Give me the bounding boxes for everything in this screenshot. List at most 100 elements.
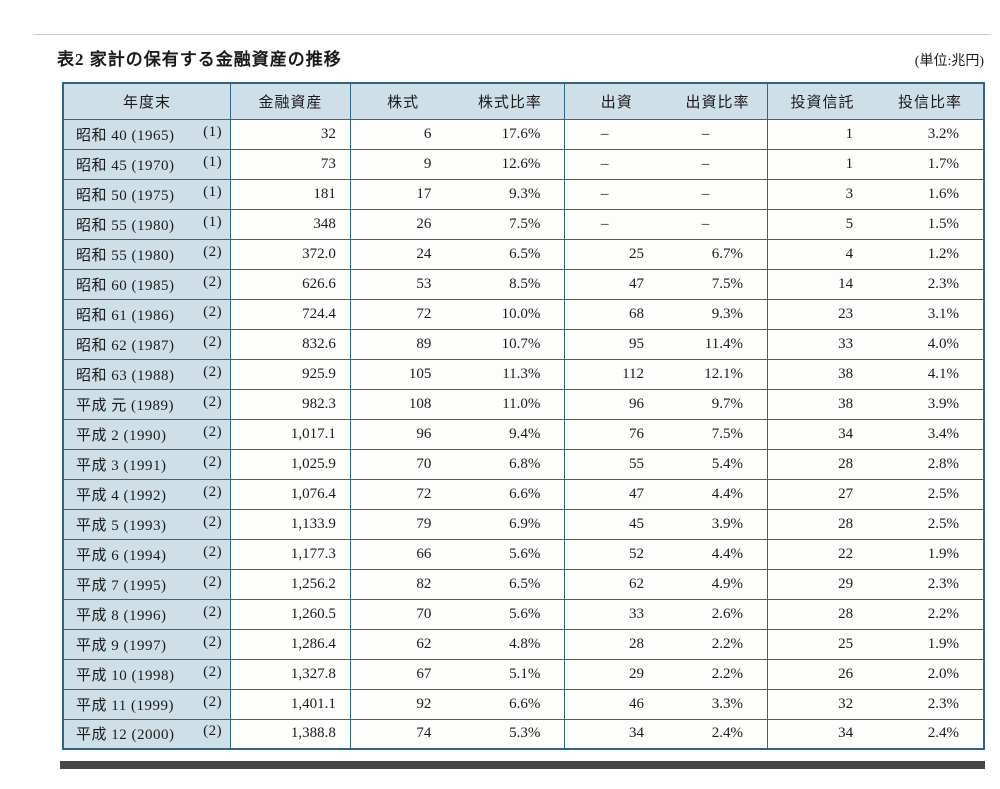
investment-trusts-cell: 14 [767, 268, 878, 299]
stocks-cell: 9 [350, 148, 456, 179]
year-label: 平成 2 (1990) [76, 427, 167, 444]
table-row: 平成 2 (1990) (2) 1,017.1 96 9.4% 76 7.5% 34 3.4% [63, 418, 984, 449]
equity-cell: – [564, 119, 669, 149]
equity-ratio-cell: – [668, 148, 769, 179]
year-cell: 昭和 50 (1975) (1) [63, 178, 232, 209]
year-cell: 昭和 55 (1980) (1) [63, 208, 232, 239]
equity-ratio-cell: 7.5% [668, 268, 769, 299]
financial-assets-cell: 724.4 [230, 298, 351, 329]
stocks-cell: 105 [350, 358, 456, 389]
financial-assets-cell: 1,286.4 [230, 628, 351, 659]
stocks-cell: 24 [350, 238, 456, 269]
year-cell: 昭和 61 (1986) (2) [63, 298, 232, 329]
equity-cell: – [564, 208, 669, 239]
equity-ratio-cell: 4.4% [668, 538, 769, 569]
table-body: 昭和 40 (1965) (1) 32 6 17.6% – –1 3.2% 昭和 45 (197… [63, 119, 984, 749]
series-note: (2) [203, 363, 223, 380]
year-label: 昭和 40 (1965) [76, 127, 175, 144]
table-title: 表2 家計の保有する金融資産の推移 [57, 50, 342, 69]
stocks-cell: 70 [350, 598, 456, 629]
trust-ratio-cell: 2.3% [877, 688, 984, 719]
table-row: 平成 7 (1995) (2) 1,256.2 82 6.5% 62 4.9% 29 2.3% [63, 568, 984, 599]
trust-ratio-cell: 3.9% [877, 388, 984, 419]
stock-ratio-cell: 11.3% [455, 358, 566, 389]
financial-assets-cell: 1,025.9 [230, 448, 351, 479]
financial-assets-cell: 982.3 [230, 388, 351, 419]
equity-cell: – [564, 148, 669, 179]
investment-trusts-cell: 23 [767, 298, 878, 329]
series-note: (2) [203, 573, 223, 590]
year-label: 昭和 61 (1986) [76, 307, 175, 324]
trust-ratio-cell: 2.2% [877, 598, 984, 629]
stock-ratio-cell: 17.6% [455, 119, 566, 149]
stocks-cell: 72 [350, 298, 456, 329]
stock-ratio-cell: 12.6% [455, 148, 566, 179]
series-note: (2) [203, 483, 223, 500]
investment-trusts-cell: 3 [767, 178, 878, 209]
financial-assets-cell: 1,260.5 [230, 598, 351, 629]
trust-ratio-cell: 4.1% [877, 358, 984, 389]
year-label: 平成 12 (2000) [76, 727, 175, 744]
investment-trusts-cell: 38 [767, 358, 878, 389]
table-row: 昭和 55 (1980) (1) 348 26 7.5% – –5 1.5% [63, 208, 984, 239]
year-cell: 昭和 45 (1970) (1) [63, 148, 232, 179]
stocks-cell: 89 [350, 328, 456, 359]
trust-ratio-cell: 3.4% [877, 418, 984, 449]
header-row: 年度末 金融資産 株式 株式比率 出資 出資比率 投資信託 投信比率 [63, 83, 984, 120]
col-header-financial-assets: 金融資産 [230, 83, 351, 120]
equity-ratio-cell: 2.6% [668, 598, 769, 629]
equity-cell: 52 [564, 538, 669, 569]
year-cell: 昭和 60 (1985) (2) [63, 268, 232, 299]
equity-cell: 62 [564, 568, 669, 599]
trust-ratio-cell: 1.9% [877, 538, 984, 569]
stock-ratio-cell: 5.6% [455, 598, 566, 629]
financial-assets-cell: 348 [230, 208, 351, 239]
year-cell: 昭和 40 (1965) (1) [63, 119, 232, 149]
equity-ratio-cell: – [668, 178, 769, 209]
equity-ratio-cell: 2.4% [668, 718, 769, 749]
financial-assets-cell: 1,256.2 [230, 568, 351, 599]
investment-trusts-cell: 26 [767, 658, 878, 689]
year-label: 平成 8 (1996) [76, 607, 167, 624]
col-header-stock-ratio: 株式比率 [455, 83, 566, 120]
stocks-cell: 62 [350, 628, 456, 659]
table-row: 平成 10 (1998) (2) 1,327.8 67 5.1% 29 2.2% 26 2.0% [63, 658, 984, 689]
year-label: 昭和 63 (1988) [76, 367, 175, 384]
year-label: 昭和 62 (1987) [76, 337, 175, 354]
stocks-cell: 96 [350, 418, 456, 449]
stocks-cell: 17 [350, 178, 456, 209]
investment-trusts-cell: 22 [767, 538, 878, 569]
year-label: 平成 4 (1992) [76, 487, 167, 504]
stocks-cell: 26 [350, 208, 456, 239]
investment-trusts-cell: 1 [767, 119, 878, 149]
stock-ratio-cell: 11.0% [455, 388, 566, 419]
trust-ratio-cell: 1.5% [877, 208, 984, 239]
series-note: (2) [203, 543, 223, 560]
stock-ratio-cell: 10.7% [455, 328, 566, 359]
stock-ratio-cell: 7.5% [455, 208, 566, 239]
series-note: (2) [203, 423, 223, 440]
investment-trusts-cell: 4 [767, 238, 878, 269]
investment-trusts-cell: 27 [767, 478, 878, 509]
equity-ratio-cell: 7.5% [668, 418, 769, 449]
equity-ratio-cell: 12.1% [668, 358, 769, 389]
financial-assets-cell: 32 [230, 119, 351, 149]
trust-ratio-cell: 3.1% [877, 298, 984, 329]
series-note: (2) [203, 303, 223, 320]
equity-ratio-cell: – [668, 208, 769, 239]
stock-ratio-cell: 6.5% [455, 568, 566, 599]
equity-ratio-cell: – [668, 119, 769, 149]
year-label: 平成 7 (1995) [76, 577, 167, 594]
trust-ratio-cell: 2.8% [877, 448, 984, 479]
year-cell: 平成 2 (1990) (2) [63, 418, 232, 449]
table-row: 昭和 62 (1987) (2) 832.6 89 10.7% 95 11.4% 33 4.0% [63, 328, 984, 359]
stocks-cell: 53 [350, 268, 456, 299]
year-label: 昭和 55 (1980) [76, 247, 175, 264]
investment-trusts-cell: 28 [767, 598, 878, 629]
year-cell: 平成 12 (2000) (2) [63, 718, 232, 749]
investment-trusts-cell: 28 [767, 448, 878, 479]
equity-cell: 33 [564, 598, 669, 629]
stock-ratio-cell: 8.5% [455, 268, 566, 299]
table-row: 昭和 55 (1980) (2) 372.0 24 6.5% 25 6.7% 4 1.2% [63, 238, 984, 269]
